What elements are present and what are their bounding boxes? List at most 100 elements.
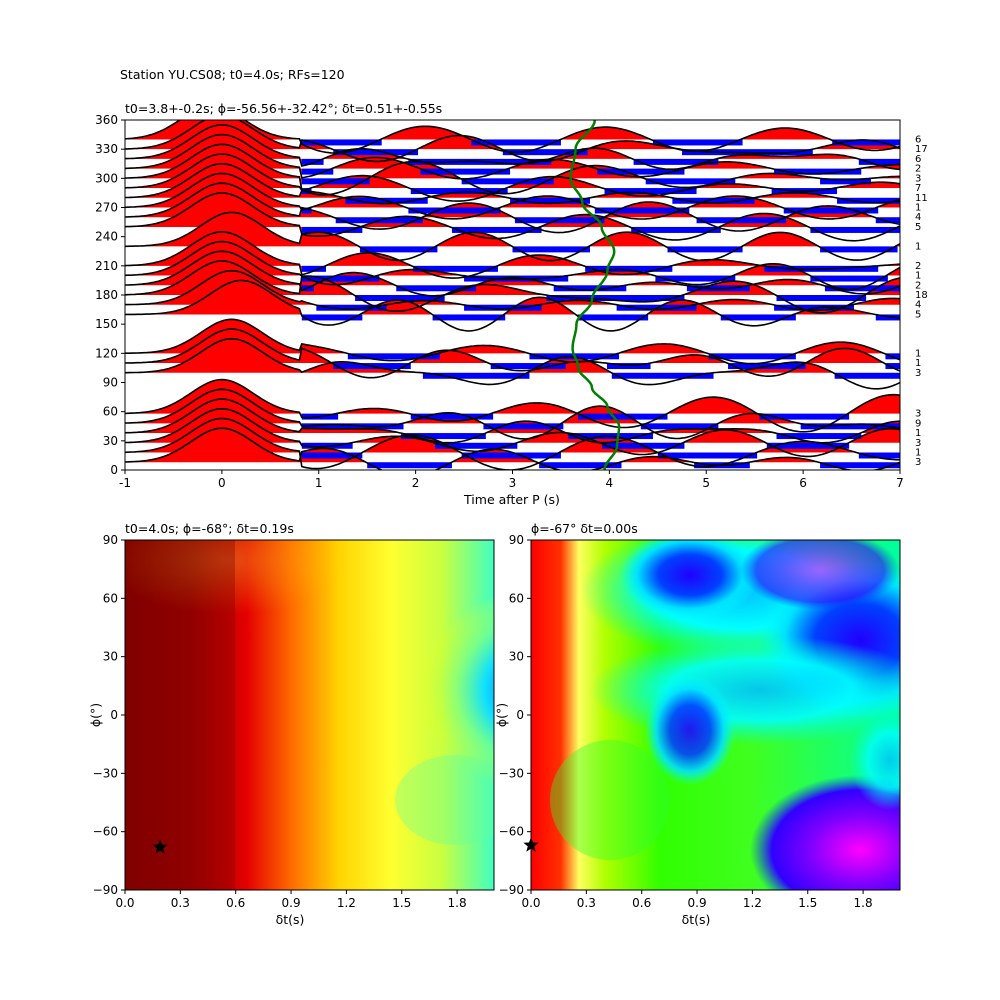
- rf-negative-fill: [471, 139, 561, 146]
- rf-count-label: 3: [915, 457, 921, 468]
- rf-negative-fill: [546, 295, 685, 301]
- rf-positive-fill: [418, 135, 503, 150]
- rf-negative-fill: [301, 158, 324, 165]
- rf-count-label: 4: [915, 212, 921, 223]
- rf-trace: [125, 133, 900, 180]
- rf-y-tick-label: 30: [103, 434, 118, 448]
- rf-positive-fill: [849, 394, 900, 414]
- rf-x-ticks: -1 0 1 2 3 4 5 6 7: [119, 470, 904, 490]
- rf-negative-fill: [858, 158, 900, 165]
- heatmap-x-tick-label: 0.6: [632, 896, 651, 910]
- rf-trace: [125, 153, 900, 202]
- rf-x-tick-label: 1: [315, 476, 323, 490]
- rf-negative-fill: [774, 168, 862, 175]
- rf-trace: [125, 143, 900, 196]
- rf-count-label: 2: [915, 164, 921, 175]
- rf-positive-fill: [125, 399, 402, 434]
- rf-gather-panel: t0=3.8+-0.2s; ϕ=-56.56+-32.42°; δt=0.51+…: [95, 101, 928, 507]
- rf-x-label: Time after P (s): [463, 492, 560, 507]
- rf-negative-fill: [667, 246, 743, 253]
- rf-negative-fill: [432, 314, 506, 321]
- rf-count-label: 6: [915, 154, 921, 165]
- energy-map-left-panel: t0=4.0s; ϕ=-68°; δt=0.19s 0.0 0.3 0.6 0.9 1.…: [88, 521, 495, 927]
- heatmap-x-tick-label: 0.0: [115, 896, 134, 910]
- rf-count-label: 3: [915, 438, 921, 449]
- rf-trace: [125, 120, 900, 163]
- rf-negative-fill: [631, 226, 721, 233]
- rf-negative-fill: [301, 207, 312, 214]
- rf-negative-fill: [577, 314, 649, 321]
- heatmap-y-tick-label: 0: [516, 708, 524, 722]
- heatmap-y-tick-label: −60: [93, 825, 118, 839]
- heatmap-y-tick-label: −60: [499, 825, 524, 839]
- rf-positive-fill: [125, 120, 302, 145]
- heatmap-y-tick-label: 60: [103, 591, 118, 605]
- rf-negative-fill: [657, 452, 758, 459]
- rf-positive-fill: [749, 279, 825, 286]
- rf-count-label: 9: [915, 418, 921, 429]
- rf-y-tick-label: 300: [95, 171, 118, 185]
- rf-negative-fill: [301, 265, 327, 272]
- rf-positive-fill: [352, 436, 435, 444]
- rf-count-label: 4: [915, 300, 921, 311]
- rf-positive-fill: [837, 182, 900, 189]
- energy-map-right-y-label: ϕ(°): [494, 703, 509, 727]
- rf-trace: [125, 269, 900, 312]
- rf-negative-fill: [832, 139, 900, 146]
- rf-trace: [125, 378, 900, 433]
- rf-y-tick-label: 270: [95, 201, 118, 215]
- rf-count-label: 1: [915, 203, 921, 214]
- energy-map-right-image: [531, 540, 900, 890]
- rf-count-label: 2: [915, 261, 921, 272]
- rf-positive-fill: [754, 192, 838, 198]
- rf-negative-fill: [885, 363, 900, 370]
- rf-negative-fill: [464, 304, 542, 311]
- rf-x-tick-label: 7: [896, 476, 904, 490]
- best-fit-star-right: [523, 837, 539, 852]
- rf-positive-fill: [326, 252, 414, 267]
- rf-negative-fill: [396, 285, 477, 292]
- rf-negative-fill: [461, 178, 554, 185]
- rf-y-tick-label: 60: [103, 405, 118, 419]
- heatmap-x-tick-label: 0.3: [171, 896, 190, 910]
- rf-positive-fill: [853, 298, 900, 305]
- rf-negative-fill: [759, 413, 850, 420]
- rf-negative-fill: [301, 168, 334, 175]
- rf-y-tick-label: 0: [110, 463, 118, 477]
- rf-count-label: 18: [915, 290, 928, 301]
- rf-negative-fill: [633, 158, 719, 165]
- rf-negative-fill: [837, 197, 900, 204]
- rf-positive-fill: [493, 402, 578, 414]
- rf-y-ticks: 0 30 60 90 120 150 180 210 240 270 300 330 360: [95, 113, 125, 477]
- rf-y-tick-label: 180: [95, 288, 118, 302]
- energy-map-left-y-label: ϕ(°): [88, 703, 103, 727]
- rf-count-label: 1: [915, 448, 921, 459]
- rf-negative-fill: [359, 246, 438, 253]
- rf-negative-fill: [672, 197, 755, 204]
- rf-trace: [125, 328, 900, 379]
- heatmap-y-tick-label: 90: [509, 533, 524, 547]
- rf-y-tick-label: 150: [95, 317, 118, 331]
- rf-negative-fill: [858, 452, 900, 459]
- rf-negative-fill: [422, 372, 530, 379]
- rf-negative-fill: [301, 314, 363, 321]
- rf-negative-fill: [820, 178, 871, 185]
- heatmap-x-tick-label: 1.2: [743, 896, 762, 910]
- rf-negative-fill: [594, 207, 690, 214]
- rf-positive-fill: [619, 343, 709, 354]
- rf-negative-fill: [776, 295, 867, 301]
- figure-title: Station YU.CS08; t0=4.0s; RFs=120: [120, 67, 345, 82]
- rf-count-label: 1: [915, 358, 921, 369]
- rf-positive-fill: [587, 140, 683, 150]
- energy-map-left-y-ticks: 90 60 30 0 −30 −60 −90: [93, 533, 125, 897]
- rf-negative-fill: [640, 423, 719, 430]
- rf-trace: [125, 162, 900, 205]
- rf-positive-fill: [684, 429, 767, 444]
- rf-y-tick-label: 360: [95, 113, 118, 127]
- rf-trace: [125, 240, 900, 291]
- energy-map-left-title: t0=4.0s; ϕ=-68°; δt=0.19s: [125, 521, 294, 536]
- rf-negative-fill: [800, 423, 900, 430]
- rf-x-tick-label: 6: [799, 476, 807, 490]
- rf-positive-fill: [517, 432, 603, 444]
